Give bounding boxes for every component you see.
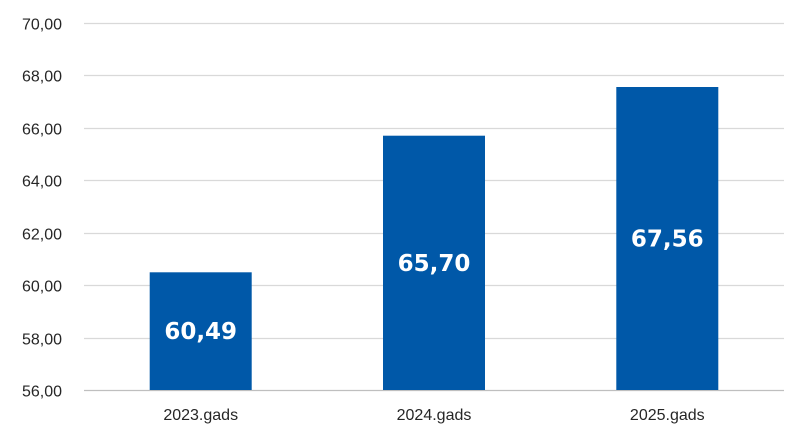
- data-label: 65,70: [398, 251, 471, 277]
- bar: [616, 87, 719, 390]
- y-tick-label: 56,00: [22, 384, 62, 401]
- x-category-label: 2025.gads: [630, 407, 705, 424]
- bar: [383, 135, 485, 390]
- x-category-label: 2024.gads: [397, 407, 472, 424]
- bars: [149, 87, 719, 390]
- y-tick-label: 66,00: [22, 122, 62, 139]
- data-labels: 60,49 65,70 67,56: [164, 227, 703, 346]
- y-tick-label: 62,00: [22, 227, 62, 244]
- y-tick-label: 68,00: [22, 69, 62, 86]
- data-label: 60,49: [164, 319, 237, 345]
- data-label: 67,56: [631, 227, 704, 253]
- y-tick-label: 64,00: [22, 174, 62, 191]
- x-category-label: 2023.gads: [163, 407, 238, 424]
- bar: [149, 272, 252, 390]
- y-tick-label: 60,00: [22, 279, 62, 296]
- y-axis-tick-labels: 56,00 58,00 60,00 62,00 64,00 66,00 68,00 70,00: [22, 17, 62, 401]
- y-tick-label: 58,00: [22, 332, 62, 349]
- x-axis-category-labels: 2023.gads 2024.gads 2025.gads: [163, 407, 704, 424]
- y-tick-label: 70,00: [22, 17, 62, 34]
